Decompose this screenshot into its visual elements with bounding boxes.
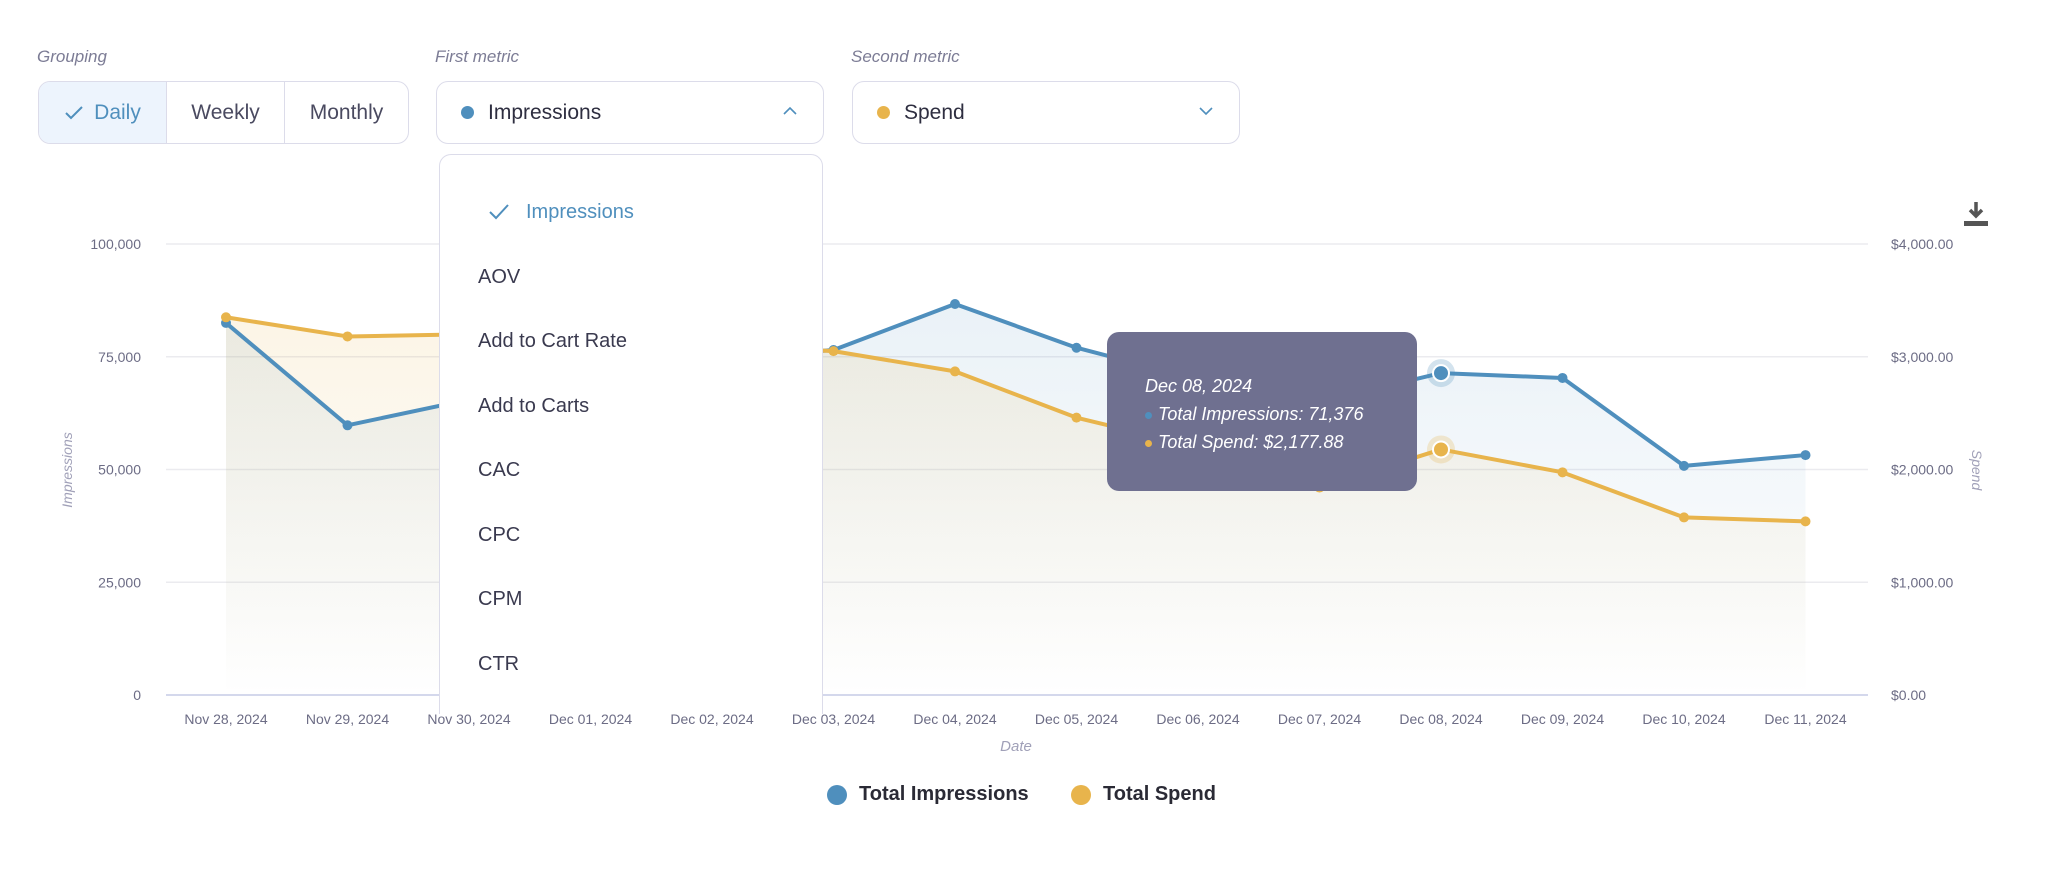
check-icon (65, 105, 83, 119)
data-point[interactable] (828, 346, 839, 357)
x-tick: Dec 09, 2024 (1521, 711, 1604, 727)
y-tick-left: 100,000 (90, 236, 141, 252)
x-tick: Dec 07, 2024 (1278, 711, 1361, 727)
data-point[interactable] (1071, 342, 1082, 353)
data-point[interactable] (1557, 372, 1568, 383)
y-axis-right-label: Spend (1969, 450, 1985, 492)
impressions-dot (1145, 411, 1152, 419)
x-tick: Dec 06, 2024 (1156, 711, 1239, 727)
y-axis-left-label: Impressions (59, 432, 75, 507)
x-axis-label: Date (1000, 738, 1032, 755)
x-tick: Dec 05, 2024 (1035, 711, 1118, 727)
y-tick-left: 25,000 (98, 574, 141, 590)
download-icon[interactable] (1962, 200, 1990, 228)
spend-color-dot (877, 106, 890, 119)
legend-spend-label: Total Spend (1103, 783, 1216, 805)
chart-tooltip: Dec 08, 2024 Total Impressions: 71,376 T… (1107, 332, 1417, 491)
x-tick: Nov 28, 2024 (184, 711, 267, 727)
data-point[interactable] (950, 366, 960, 377)
legend-item-spend[interactable]: Total Spend (1071, 783, 1216, 806)
y-tick-right: $1,000.00 (1891, 574, 1953, 590)
dropdown-option-aov[interactable]: AOV (478, 266, 521, 288)
x-tick: Dec 02, 2024 (670, 711, 753, 727)
data-point[interactable] (1800, 516, 1811, 527)
x-tick: Nov 30, 2024 (427, 711, 510, 727)
chevron-up-icon (783, 106, 797, 115)
y-tick-left: 75,000 (98, 349, 141, 365)
tooltip-date: Dec 08, 2024 (1145, 376, 1253, 396)
dropdown-option-impressions[interactable]: Impressions (526, 201, 634, 223)
dropdown-option-add-to-cart-rate[interactable]: Add to Cart Rate (478, 330, 627, 352)
legend-item-impressions[interactable]: Total Impressions (827, 783, 1029, 806)
legend-spend-swatch (1071, 784, 1091, 805)
grouping-label: Grouping (37, 47, 107, 66)
grouping-daily-label: Daily (94, 100, 141, 124)
data-point[interactable] (342, 331, 353, 342)
legend-impressions-swatch (827, 784, 847, 805)
dropdown-option-ctr[interactable]: CTR (478, 653, 520, 675)
second-metric-select[interactable]: Spend (852, 81, 1240, 144)
first-metric-dropdown-menu: Impressions AOV Add to Cart Rate Add to … (439, 154, 823, 714)
check-icon (489, 204, 509, 220)
data-point[interactable] (1679, 512, 1689, 523)
second-metric-value: Spend (904, 100, 965, 124)
y-tick-right: $2,000.00 (1891, 462, 1953, 478)
y-tick-left: 50,000 (98, 462, 141, 478)
grouping-segmented-control: Daily Weekly Monthly (38, 81, 409, 144)
x-tick: Dec 01, 2024 (549, 711, 632, 727)
data-point-highlighted[interactable] (1432, 440, 1450, 459)
data-point[interactable] (1071, 412, 1082, 423)
x-tick: Dec 11, 2024 (1764, 711, 1846, 727)
data-point[interactable] (1557, 467, 1568, 478)
data-point[interactable] (950, 298, 960, 309)
impressions-color-dot (461, 106, 474, 119)
dropdown-option-cpm[interactable]: CPM (478, 588, 523, 610)
tooltip-impressions: Total Impressions: 71,376 (1158, 404, 1364, 424)
y-tick-left: 0 (133, 687, 141, 703)
x-tick: Dec 10, 2024 (1642, 711, 1725, 727)
x-tick: Dec 04, 2024 (913, 711, 996, 727)
legend-impressions-label: Total Impressions (859, 783, 1029, 805)
data-point[interactable] (1800, 450, 1811, 461)
dropdown-option-add-to-carts[interactable]: Add to Carts (478, 395, 590, 417)
first-metric-value: Impressions (488, 100, 602, 124)
spend-dot (1145, 439, 1152, 447)
grouping-weekly-label: Weekly (191, 100, 260, 124)
y-tick-right: $4,000.00 (1891, 236, 1953, 252)
data-point[interactable] (221, 312, 231, 323)
x-tick: Dec 03, 2024 (792, 711, 875, 727)
y-tick-right: $3,000.00 (1891, 349, 1953, 365)
data-point[interactable] (342, 420, 353, 431)
x-tick: Dec 08, 2024 (1399, 711, 1482, 727)
first-metric-select[interactable]: Impressions (436, 81, 824, 144)
grouping-monthly-button[interactable]: Monthly (285, 82, 408, 143)
grouping-weekly-button[interactable]: Weekly (167, 82, 285, 143)
x-tick: Nov 29, 2024 (306, 711, 389, 727)
y-tick-right: $0.00 (1891, 687, 1926, 703)
first-metric-label: First metric (435, 47, 520, 66)
dropdown-option-cpc[interactable]: CPC (478, 524, 521, 546)
data-point-highlighted[interactable] (1432, 364, 1450, 383)
tooltip-spend: Total Spend: $2,177.88 (1158, 432, 1344, 452)
grouping-daily-button[interactable]: Daily (39, 82, 167, 143)
data-point[interactable] (1679, 460, 1689, 471)
dropdown-option-cac[interactable]: CAC (478, 459, 521, 481)
second-metric-label: Second metric (851, 47, 960, 66)
grouping-monthly-label: Monthly (309, 100, 384, 124)
chevron-down-icon (1199, 107, 1213, 116)
